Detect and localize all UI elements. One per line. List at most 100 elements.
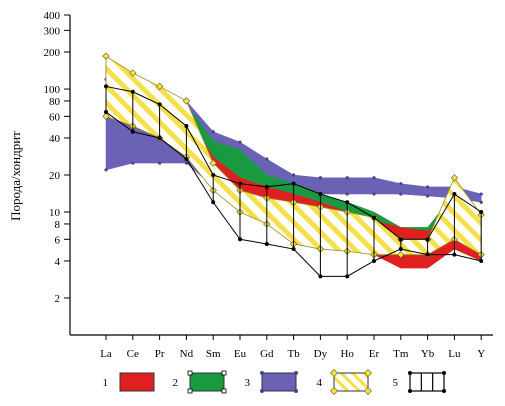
axes: Порода/хондрит [8, 15, 493, 336]
series-5-point-Y [479, 258, 484, 263]
y-tick-label-20: 20 [49, 170, 61, 182]
series-3-point-Er [372, 192, 376, 196]
legend-item-2: 2 [173, 370, 227, 394]
series-5-point-Lu [452, 252, 457, 257]
legend-label-5: 5 [393, 377, 399, 389]
legend-item-4: 4 [317, 369, 372, 395]
legend: 1 2 3 4 5 [103, 369, 446, 395]
series-3-point-Dy [318, 176, 322, 180]
series-5-point-Dy [318, 274, 323, 279]
y-tick-label-60: 60 [49, 111, 61, 123]
series-3-point-Y [479, 200, 483, 204]
series-3-point-Y [479, 192, 483, 196]
series-3-point-Tb [292, 173, 296, 177]
x-tick-label-Tm: Tm [393, 348, 409, 360]
series-3-point-Ho [345, 176, 349, 180]
legend-item-5: 5 [393, 371, 446, 393]
x-tick-label-Lu: Lu [448, 348, 461, 360]
series-3-point-Gd [265, 157, 269, 161]
legend-label-2: 2 [173, 377, 179, 389]
series-5-point-Tb [291, 181, 296, 186]
x-tick-label-Er: Er [369, 348, 380, 360]
y-tick-label-100: 100 [44, 84, 61, 96]
legend-item-3: 3 [245, 371, 298, 393]
series-5-point-Dy [318, 192, 323, 197]
series-5-point-Ce [130, 129, 135, 134]
series-5-point-Gd [264, 241, 269, 246]
series-3-point-Tm [399, 192, 403, 196]
series-5-point-Ho [345, 200, 350, 205]
y-tick-label-8: 8 [55, 219, 61, 231]
x-tick-label-Sm: Sm [206, 348, 221, 360]
x-tick-label-Dy: Dy [314, 348, 328, 360]
x-tick-label-Ce: Ce [127, 348, 139, 360]
y-tick-label-200: 200 [44, 47, 61, 59]
series-5-point-Gd [264, 184, 269, 189]
legend-swatch-1 [119, 372, 155, 392]
series-5-point-Sm [211, 173, 216, 177]
series-5-point-Y [479, 210, 484, 215]
legend-label-4: 4 [317, 377, 323, 389]
x-tick-label-Y: Y [477, 348, 485, 360]
series-5-point-Ho [345, 274, 350, 279]
series-5-point-Sm [211, 200, 216, 205]
series-5-field [104, 84, 484, 279]
series-5-point-Tm [398, 247, 403, 252]
series-3-point-Ho [345, 192, 349, 196]
series-3-point-La [104, 168, 108, 172]
series-3-point-Pr [158, 161, 162, 165]
series-5-point-La [104, 110, 108, 115]
series-5-point-Er [372, 215, 376, 220]
series-4-point-Ce [129, 69, 137, 77]
series-5-point-Tb [291, 247, 296, 252]
series-3-point-Er [372, 176, 376, 180]
series-3-point-Yb [426, 185, 430, 189]
series-5-point-La [104, 84, 108, 89]
series-3-point-Eu [238, 140, 242, 144]
series-5-point-Nd [184, 124, 189, 129]
y-tick-label-80: 80 [49, 96, 61, 108]
series-3-point-Yb [426, 194, 430, 198]
y-tick-label-400: 400 [44, 10, 61, 22]
y-tick-label-300: 300 [44, 25, 61, 37]
y-tick-label-10: 10 [49, 207, 61, 219]
legend-swatch-2 [189, 372, 225, 392]
series-5-point-Tm [398, 237, 403, 242]
series-5-point-Lu [452, 192, 457, 197]
legend-swatch-3 [261, 372, 297, 392]
y-axis-title: Порода/хондрит [8, 131, 23, 221]
series-5-point-Nd [184, 156, 189, 161]
series-3-point-Nd [184, 161, 188, 165]
series-5-point-Er [372, 258, 376, 263]
x-tick-label-Gd: Gd [260, 348, 274, 360]
legend-swatch-4 [333, 372, 369, 392]
series-5-point-Eu [238, 181, 242, 186]
legend-swatch-5 [409, 372, 445, 392]
series-4-point-Sm [209, 159, 217, 167]
series-5-point-Yb [425, 237, 430, 242]
series-5-point-Yb [425, 252, 430, 257]
legend-label-3: 3 [245, 377, 251, 389]
series-3-point-Sm [211, 130, 215, 134]
x-tick-label-Yb: Yb [421, 348, 435, 360]
x-tick-label-La: La [100, 348, 112, 360]
series-3-point-Tm [399, 182, 403, 186]
series-4-point-La [102, 112, 110, 121]
y-tick-label-6: 6 [55, 234, 61, 246]
x-tick-label-Tb: Tb [287, 348, 300, 360]
x-tick-label-Pr: Pr [155, 348, 165, 360]
series-4-point-Pr [155, 82, 164, 91]
series-5-point-Pr [157, 135, 162, 140]
y-tick-label-40: 40 [49, 133, 61, 145]
series-4-point-La [102, 52, 110, 60]
x-tick-label-Ho: Ho [340, 348, 354, 360]
series-4-point-Lu [450, 174, 459, 182]
y-tick-label-2: 2 [55, 293, 61, 305]
series-4-point-Tm [397, 250, 405, 259]
x-tick-label-Eu: Eu [234, 348, 247, 360]
series-4-point-Nd [182, 97, 191, 105]
x-tick-label-Nd: Nd [180, 348, 194, 360]
legend-label-1: 1 [103, 377, 109, 389]
series-5-point-Eu [238, 237, 242, 242]
series-5-point-Ce [130, 89, 135, 94]
